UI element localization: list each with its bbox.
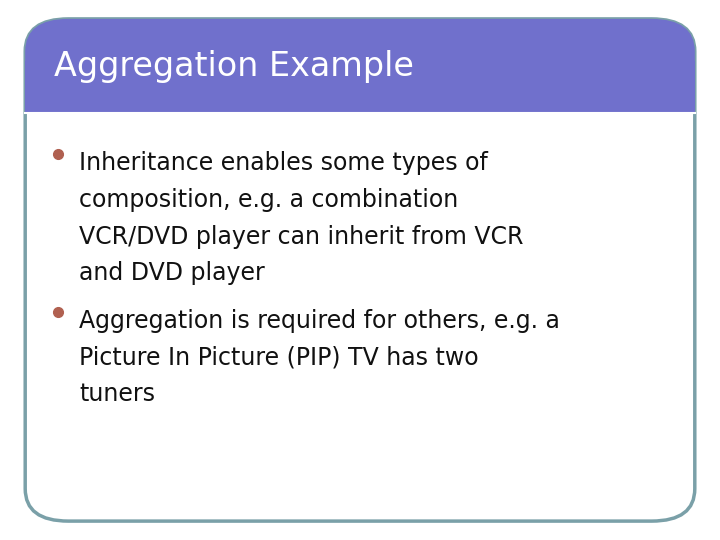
Bar [25, 62, 695, 113]
Text: and DVD player: and DVD player [79, 261, 265, 285]
FancyBboxPatch shape [25, 19, 695, 521]
Text: Aggregation Example: Aggregation Example [54, 50, 414, 83]
Text: Picture In Picture (PIP) TV has two: Picture In Picture (PIP) TV has two [79, 346, 479, 369]
Text: VCR/DVD player can inherit from VCR: VCR/DVD player can inherit from VCR [79, 225, 523, 248]
FancyBboxPatch shape [25, 19, 695, 113]
Text: Inheritance enables some types of: Inheritance enables some types of [79, 151, 488, 175]
Text: tuners: tuners [79, 382, 156, 406]
Text: Aggregation is required for others, e.g. a: Aggregation is required for others, e.g.… [79, 309, 560, 333]
Text: composition, e.g. a combination: composition, e.g. a combination [79, 188, 459, 212]
